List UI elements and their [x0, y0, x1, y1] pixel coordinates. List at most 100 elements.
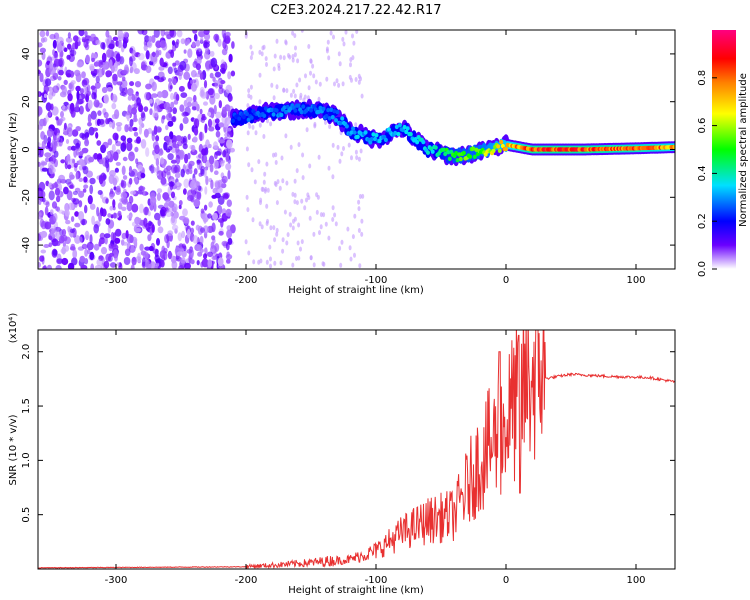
heatmap-noise-cell — [38, 198, 42, 205]
heatmap-noise-cell — [112, 132, 119, 141]
heatmap-noise-cell — [165, 200, 170, 206]
heatmap-noise-cell — [48, 110, 52, 117]
heatmap-noise-cell — [44, 206, 49, 216]
heatmap-noise-cell — [70, 80, 76, 85]
heatmap-noise-cell — [262, 179, 266, 185]
y-tick-label: 1.0 — [21, 452, 32, 468]
heatmap-noise-cell — [67, 164, 72, 170]
heatmap-noise-cell — [285, 88, 289, 94]
heatmap-noise-cell — [189, 169, 193, 175]
heatmap-ridge-cell — [397, 123, 402, 128]
heatmap-noise-cell — [105, 198, 109, 204]
heatmap-noise-cell — [160, 76, 166, 81]
heatmap-noise-cell — [186, 249, 193, 254]
heatmap-noise-cell — [76, 90, 80, 101]
heatmap-noise-cell — [199, 131, 203, 142]
heatmap-noise-cell — [347, 142, 351, 148]
heatmap-noise-cell — [207, 251, 214, 258]
heatmap-noise-cell — [208, 201, 213, 208]
snr-panel: -300 -200 -100 0 100 0.5 1.0 1.5 2.0 Height of … — [8, 313, 676, 596]
heatmap-noise-cell — [64, 202, 70, 212]
heatmap-noise-cell — [213, 33, 220, 42]
heatmap-noise-cell — [83, 176, 88, 183]
heatmap-noise-cell — [111, 144, 116, 153]
heatmap-noise-cell — [116, 262, 120, 267]
heatmap-noise-cell — [112, 199, 116, 208]
heatmap-noise-cell — [195, 63, 201, 71]
heatmap-noise-cell — [46, 264, 52, 269]
heatmap-noise-cell — [245, 194, 249, 200]
heatmap-noise-cell — [293, 52, 297, 58]
heatmap-noise-cell — [176, 181, 180, 187]
heatmap-ridge-cell — [324, 114, 329, 119]
heatmap-noise-cell — [273, 260, 277, 266]
heatmap-noise-cell — [170, 164, 178, 174]
heatmap-noise-cell — [172, 107, 177, 115]
heatmap-noise-cell — [357, 228, 361, 233]
heatmap-noise-cell — [46, 128, 54, 138]
heatmap-noise-cell — [293, 33, 297, 39]
heatmap-noise-cell — [218, 122, 225, 128]
heatmap-noise-cell — [114, 237, 121, 244]
heatmap-noise-cell — [176, 69, 184, 77]
heatmap-noise-cell — [171, 40, 176, 46]
heatmap-noise-cell — [122, 241, 129, 246]
heatmap-noise-cell — [155, 158, 160, 167]
heatmap-noise-cell — [295, 82, 299, 88]
heatmap-ridge-cell — [455, 158, 460, 163]
heatmap-noise-cell — [80, 264, 88, 269]
heatmap-noise-cell — [262, 134, 266, 139]
heatmap-noise-cell — [199, 248, 204, 253]
heatmap-noise-cell — [200, 91, 208, 99]
heatmap-noise-cell — [106, 87, 113, 92]
heatmap-noise-cell — [260, 186, 264, 192]
heatmap-noise-cell — [190, 220, 195, 226]
heatmap-noise-cell — [78, 177, 84, 182]
heatmap-noise-cell — [55, 240, 61, 246]
heatmap-noise-cell — [69, 102, 75, 112]
snr-y-label: SNR (10 * v/v) — [8, 414, 19, 485]
heatmap-noise-cell — [299, 95, 303, 101]
heatmap-noise-cell — [221, 48, 228, 56]
heatmap-noise-cell — [203, 80, 208, 89]
heatmap-noise-cell — [117, 210, 122, 217]
heatmap-noise-cell — [83, 184, 89, 189]
heatmap-ridge-cell — [497, 148, 502, 153]
heatmap-noise-cell — [341, 81, 345, 87]
heatmap-noise-cell — [297, 142, 301, 148]
heatmap-noise-cell — [157, 91, 163, 98]
heatmap-noise-cell — [179, 123, 184, 131]
heatmap-noise-cell — [313, 121, 317, 127]
heatmap-noise-cell — [305, 127, 309, 133]
snr-y-ticks: 0.5 1.0 1.5 2.0 — [21, 344, 675, 523]
heatmap-noise-cell — [115, 161, 121, 166]
heatmap-noise-cell — [119, 56, 125, 65]
heatmap-noise-cell — [331, 174, 335, 180]
heatmap-noise-cell — [121, 76, 126, 82]
heatmap-noise-cell — [79, 255, 86, 263]
heatmap-noise-cell — [41, 161, 48, 166]
colorbar-tick-label: 0.8 — [697, 70, 708, 86]
heatmap-ridge-cell — [246, 117, 251, 123]
heatmap-noise-cell — [131, 107, 138, 115]
heatmap-noise-cell — [337, 82, 341, 88]
heatmap-noise-cell — [101, 86, 108, 94]
heatmap-noise-cell — [210, 241, 215, 249]
heatmap-noise-cell — [129, 119, 134, 127]
heatmap-ridge-cell — [441, 147, 446, 152]
heatmap-noise-cell — [201, 154, 208, 164]
heatmap-noise-cell — [215, 130, 221, 138]
heatmap-noise-cell — [161, 170, 167, 178]
heatmap-noise-cell — [191, 41, 196, 48]
heatmap-ridge-cell — [387, 127, 391, 132]
heatmap-noise-cell — [108, 174, 115, 185]
heatmap-noise-cell — [312, 231, 316, 237]
heatmap-noise-cell — [294, 45, 297, 51]
heatmap-noise-cell — [214, 170, 219, 175]
heatmap-noise-cell — [107, 138, 113, 146]
heatmap-noise-cell — [105, 218, 111, 225]
heatmap-noise-cell — [84, 204, 88, 214]
heatmap-noise-cell — [222, 150, 227, 158]
heatmap-noise-cell — [92, 53, 97, 60]
heatmap-noise-cell — [214, 151, 218, 160]
